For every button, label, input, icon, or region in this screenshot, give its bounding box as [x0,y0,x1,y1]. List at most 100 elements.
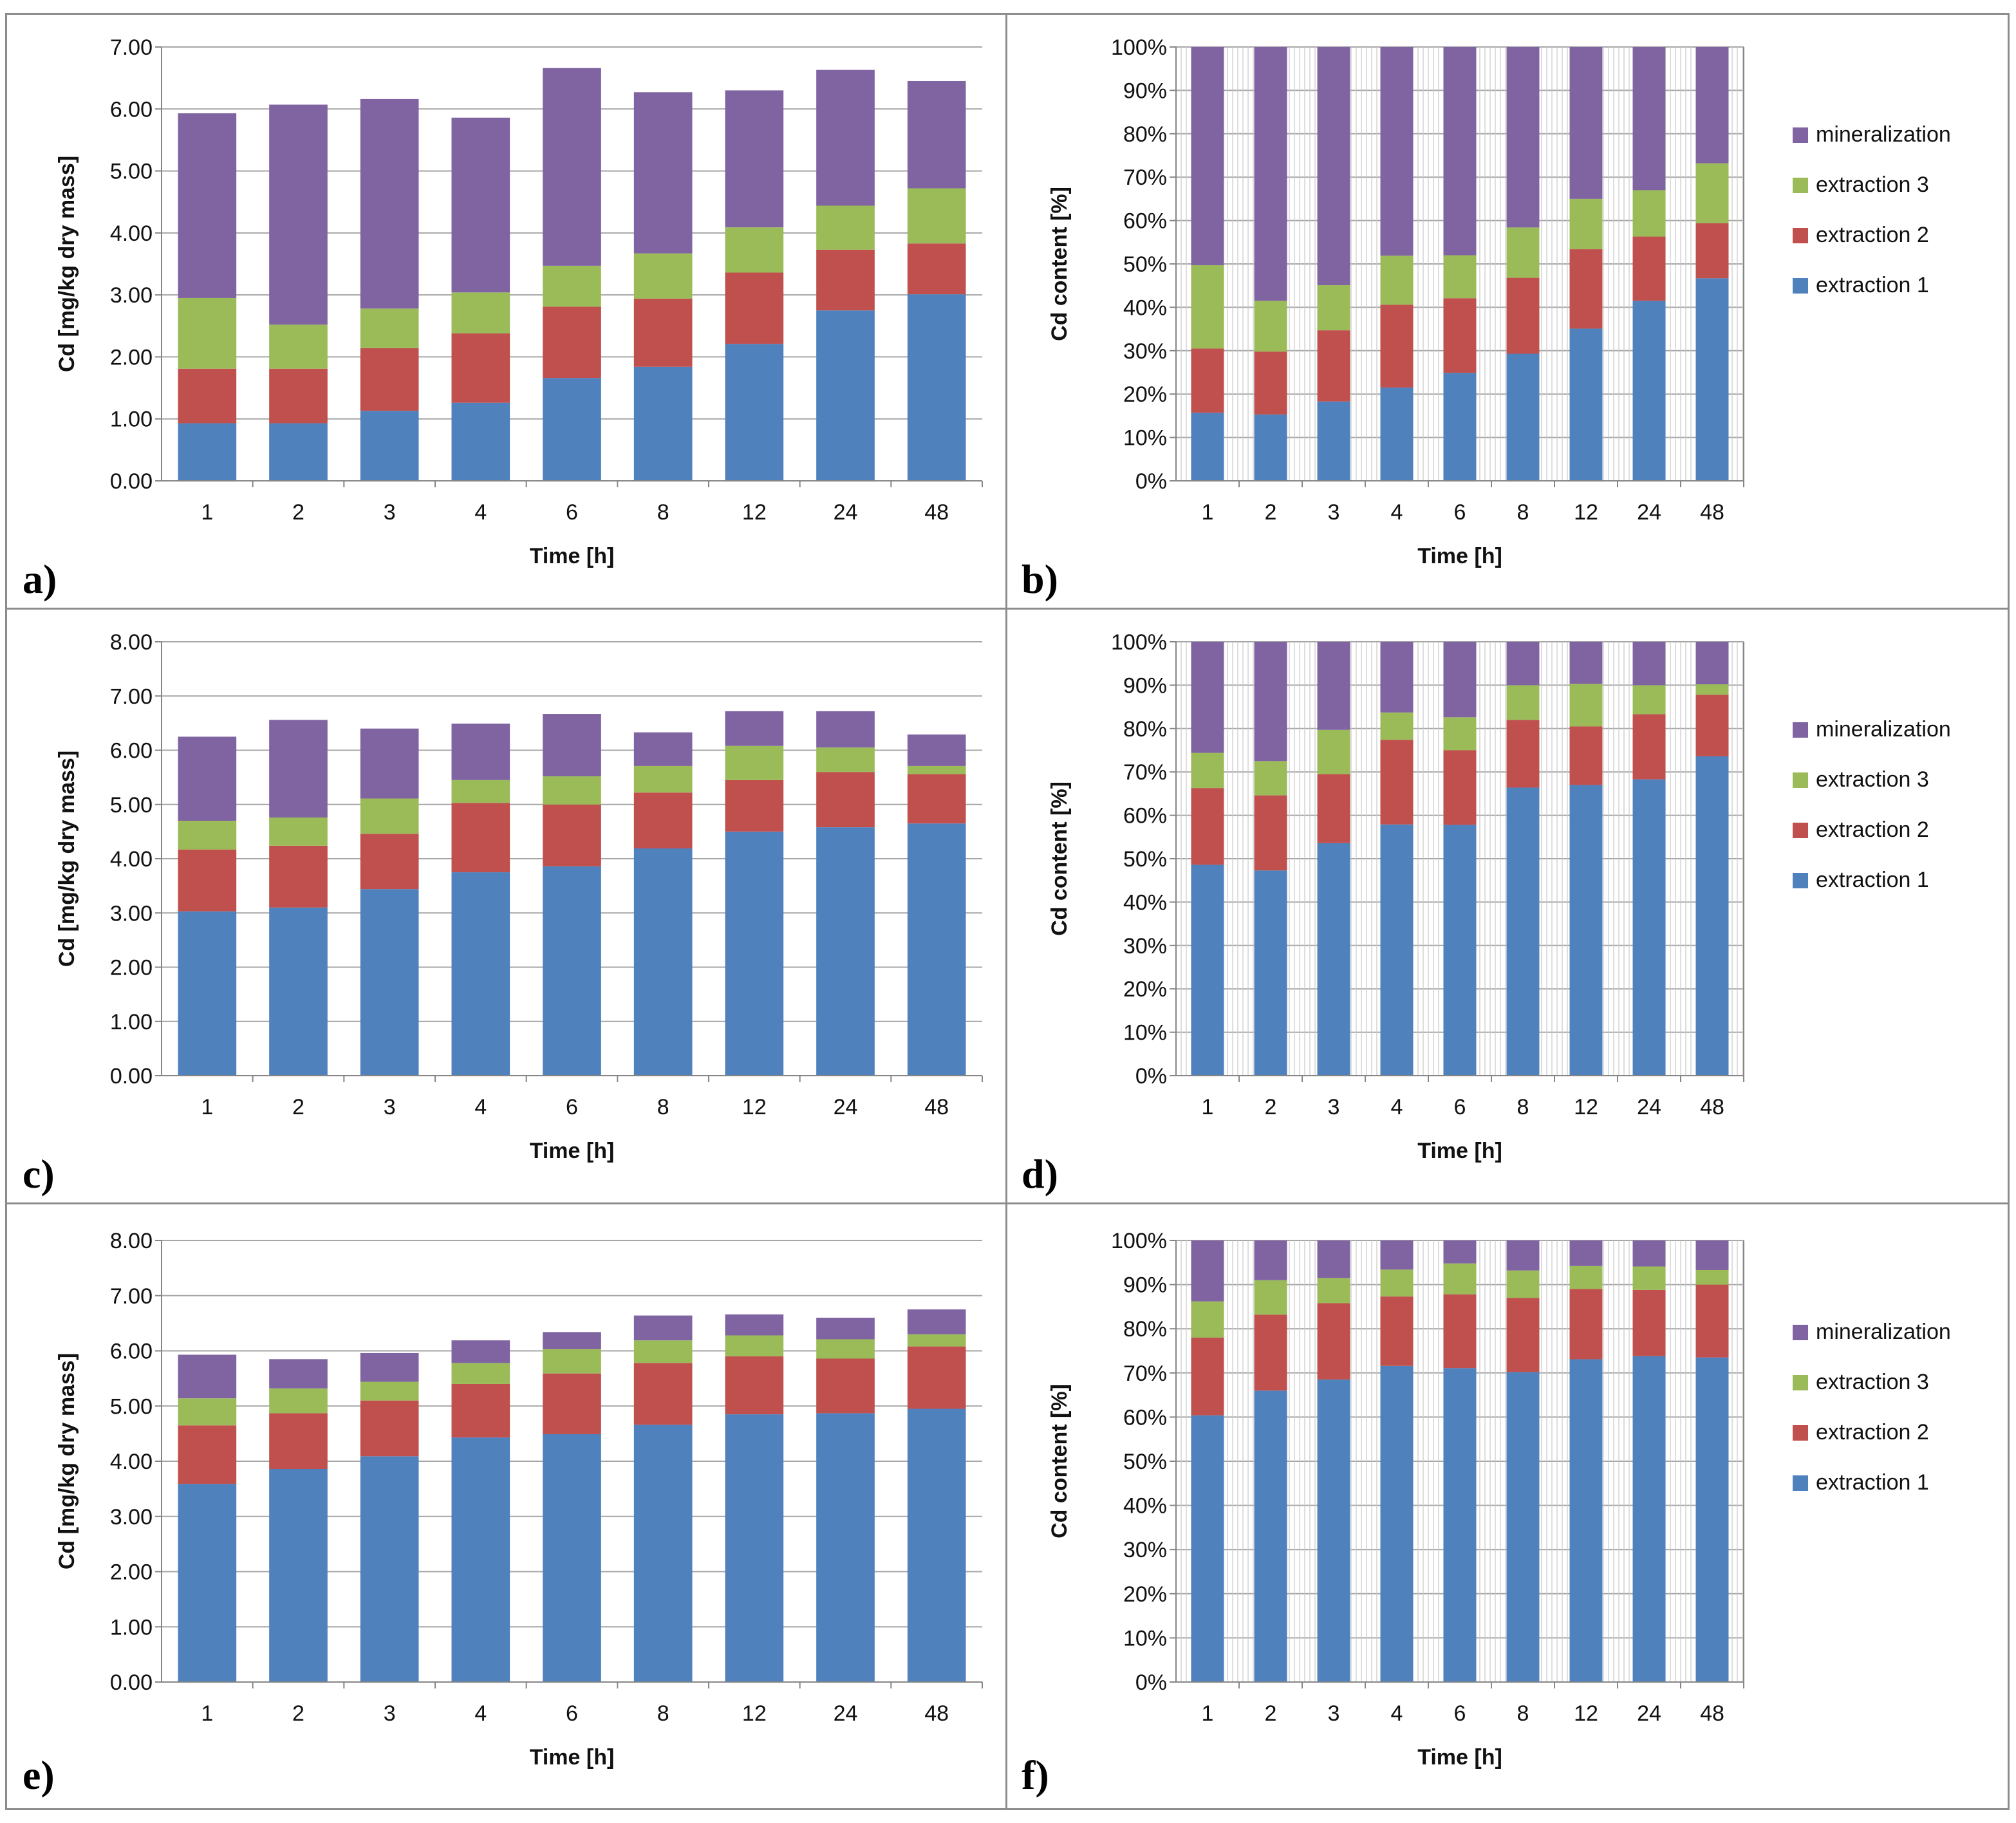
bar-extraction-1-1 [1191,865,1224,1076]
bar-extraction-2-4 [1380,1296,1414,1366]
x-tick-label: 24 [834,1095,858,1119]
x-tick-label: 1 [1202,1095,1214,1119]
panel-b: 0% 10% 20% 30% 40% 50% 60% 70% 80% 90% 100% 1 2 3 4 6 8 1… [1005,13,2010,612]
x-tick-label: 24 [1637,1095,1661,1119]
bar-extraction-1-4 [1380,388,1414,481]
y-tick-label: 20% [1123,1582,1167,1607]
bar-extraction-3-48 [907,1334,966,1347]
bar-mineralization-12 [1569,47,1603,199]
bar-extraction-1-3 [1317,843,1350,1076]
x-tick-label: 48 [924,500,949,525]
bar-mineralization-24 [816,711,875,748]
bar-extraction-2-12 [725,780,784,832]
legend-label-extraction-2: extraction 2 [1816,223,1929,247]
bar-extraction-1-2 [1254,1390,1287,1682]
bar-extraction-1-6 [543,1434,601,1682]
legend-swatch-extraction-3 [1793,1375,1808,1390]
bar-mineralization-2 [1254,1240,1287,1280]
bar-extraction-2-48 [1695,695,1729,756]
bar-mineralization-12 [725,1314,784,1336]
bar-extraction-1-3 [1317,401,1350,481]
x-tick-label: 8 [1517,1701,1529,1726]
bar-extraction-1-12 [725,344,784,481]
bar-extraction-3-48 [907,188,966,244]
y-tick-label: 0.00 [110,1670,153,1695]
legend-label-extraction-3: extraction 3 [1816,1370,1929,1394]
y-tick-label: 80% [1123,122,1167,147]
bar-extraction-3-6 [543,1349,601,1374]
panel-label: f) [1022,1752,1049,1798]
y-tick-label: 2.00 [110,345,153,369]
bar-extraction-1-2 [1254,870,1287,1076]
bar-extraction-2-4 [451,1383,510,1438]
y-tick-label: 80% [1123,1317,1167,1342]
bar-mineralization-48 [1695,642,1729,685]
chart-b: 0%10%20%30%40%50%60%70%80%90%100%1 2 3 4 6 8 1… [1047,35,1951,568]
bar-extraction-1-4 [451,402,510,481]
y-tick-label: 30% [1123,934,1167,958]
x-tick-label: 48 [1700,1095,1724,1119]
x-tick-label: 4 [474,1701,487,1726]
y-tick-label: 0.00 [110,1064,153,1089]
legend-label-mineralization: mineralization [1816,122,1951,147]
bar-mineralization-4 [451,724,510,780]
legend-label-extraction-2: extraction 2 [1816,1420,1929,1444]
bar-mineralization-4 [1380,642,1414,713]
bar-extraction-1-24 [1632,301,1666,481]
x-tick-label: 1 [1202,500,1214,525]
bar-mineralization-2 [1254,47,1287,301]
bar-extraction-2-24 [1632,236,1666,301]
bar-mineralization-12 [725,90,784,228]
bar-mineralization-6 [1443,47,1477,256]
y-tick-label: 1.00 [110,1010,153,1034]
bar-extraction-3-4 [1380,1269,1414,1297]
y-tick-label: 70% [1123,760,1167,785]
x-tick-label: 2 [1265,1701,1277,1726]
bar-mineralization-6 [1443,1240,1477,1264]
bar-extraction-3-1 [1191,753,1224,789]
bar-extraction-2-6 [543,804,601,866]
y-tick-label: 0% [1135,1670,1167,1695]
x-tick-label: 4 [1391,1095,1403,1119]
x-tick-label: 1 [201,500,213,525]
bar-extraction-2-24 [1632,714,1666,780]
bar-mineralization-3 [360,1352,419,1382]
chart-d: 0%10%20%30%40%50%60%70%80%90%100%1 2 3 4 6 8 1… [1047,630,1951,1163]
y-tick-label: 50% [1123,1450,1167,1474]
bar-extraction-3-8 [1506,685,1540,720]
bar-mineralization-8 [1506,47,1540,228]
panel-e: 0.00 1.00 2.00 3.00 4.00 5.00 6.00 7.00 8.00 1 2 3 4… [5,1202,1009,1810]
bar-mineralization-2 [269,1359,328,1388]
y-tick-label: 80% [1123,717,1167,742]
x-tick-label: 8 [1517,500,1529,525]
bar-extraction-1-8 [633,1425,693,1682]
bar-extraction-3-4 [451,1363,510,1384]
legend-label-extraction-3: extraction 3 [1816,767,1929,792]
x-tick-label: 12 [1574,1701,1598,1726]
bar-extraction-2-3 [1317,1303,1350,1380]
bar-extraction-3-12 [1569,684,1603,727]
bar-mineralization-1 [178,736,237,821]
panel-a: 0.00 1.00 2.00 3.00 4.00 5.00 6.00 7.00 1 2 3 4 6 8 12… [5,13,1009,612]
y-tick-label: 8.00 [110,630,153,655]
y-tick-label: 7.00 [110,1284,153,1309]
x-tick-label: 6 [566,1095,578,1119]
panel-label: d) [1022,1151,1058,1197]
bar-extraction-3-6 [543,776,601,805]
x-tick-label: 12 [1574,1095,1598,1119]
bar-extraction-2-3 [360,348,419,411]
bar-mineralization-3 [360,98,419,309]
x-tick-label: 1 [1202,1701,1214,1726]
legend-swatch-extraction-1 [1793,1475,1808,1491]
y-tick-label: 40% [1123,295,1167,320]
y-tick-label: 5.00 [110,793,153,818]
bar-extraction-1-24 [816,827,875,1076]
y-tick-label: 3.00 [110,283,153,308]
y-tick-label: 8.00 [110,1229,153,1253]
bar-extraction-1-48 [907,1408,966,1682]
bar-extraction-2-48 [907,243,966,295]
y-tick-label: 30% [1123,1538,1167,1562]
bar-extraction-3-2 [1254,301,1287,352]
bar-extraction-2-12 [1569,249,1603,329]
bar-extraction-3-3 [360,308,419,348]
